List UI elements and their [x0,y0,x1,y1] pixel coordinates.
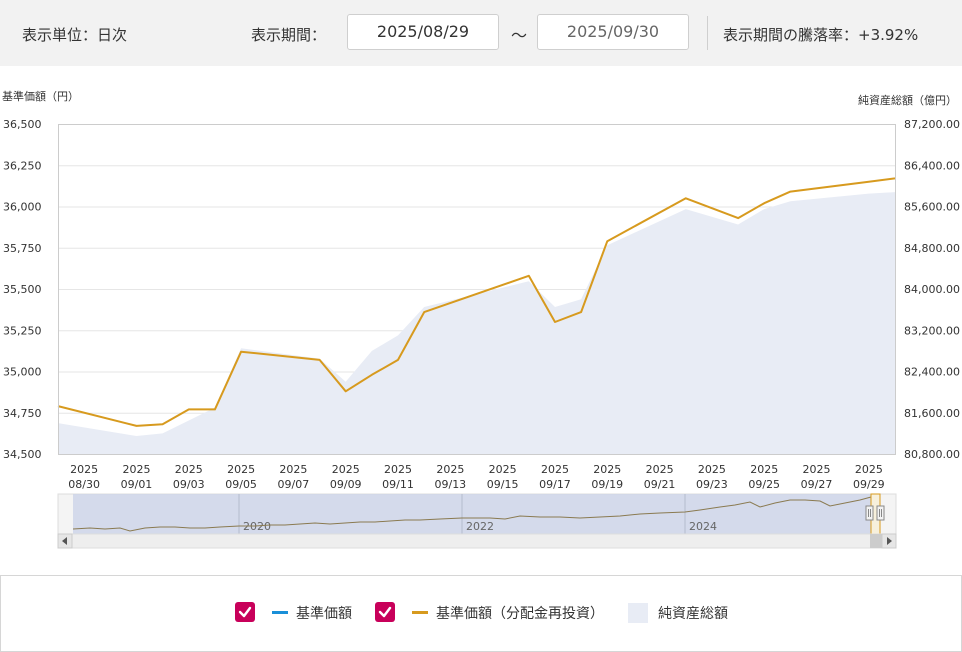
x-tick-date: 09/01 [121,478,153,491]
x-tick-year: 2025 [593,463,621,476]
scrollbar-thumb[interactable] [870,534,882,548]
y-right-tick-label: 83,200.00 [904,324,960,337]
y-right-tick-label: 87,200.00 [904,118,960,131]
x-tick-date: 09/03 [173,478,205,491]
range-navigator[interactable]: 2020 2022 2024 [57,493,897,535]
navigator-history-line [72,495,879,532]
reinvested-price-series [57,177,896,427]
x-tick-date: 09/17 [539,478,571,491]
display-unit-label: 表示単位：日次 [22,26,128,44]
navigator-year-label: 2020 [243,520,271,533]
period-separator: ～ [511,26,528,45]
navigator-left-handle[interactable] [865,505,874,521]
y-left-tick-label: 35,750 [3,242,42,255]
display-period-label: 表示期間： [251,26,327,44]
net-assets-swatch[interactable] [628,603,648,623]
y-axis-right-ticks: 87,200.00 86,400.00 85,600.00 84,800.00 84,0… [904,118,960,461]
y-right-tick-label: 85,600.00 [904,201,960,214]
x-tick-date: 09/11 [382,478,414,491]
x-tick-year: 2025 [436,463,464,476]
y-axis-left-ticks: 36,500 36,250 36,000 35,750 35,500 35,250 35,0… [3,118,42,461]
net-assets-series [58,192,895,454]
y-right-tick-label: 80,800.00 [904,448,960,461]
x-tick-year: 2025 [646,463,674,476]
x-tick-year: 2025 [227,463,255,476]
price-chart: 基準価額（円） 純資産総額（億円） 36,500 36,250 36,000 35,7… [2,89,960,549]
legend-label-reinvested: 基準価額（分配金再投資） [436,606,604,622]
x-tick-year: 2025 [384,463,412,476]
checkmark-icon [238,606,252,618]
x-tick-date: 09/23 [696,478,728,491]
y-right-tick-label: 84,800.00 [904,242,960,255]
y-left-tick-label: 35,000 [3,366,42,379]
y-right-tick-label: 81,600.00 [904,407,960,420]
y-left-tick-label: 34,500 [3,448,42,461]
y-left-tick-label: 34,750 [3,407,42,420]
x-tick-date: 09/19 [591,478,623,491]
scrollbar-track[interactable] [57,533,897,549]
x-tick-date: 09/09 [330,478,362,491]
x-axis-ticks: 2025 08/30 2025 09/01 2025 09/03 2025 09/05 2025… [68,463,884,491]
plot-frame [58,124,896,455]
x-tick-year: 2025 [279,463,307,476]
reinvested-series-checkbox[interactable] [375,602,395,622]
y-left-tick-label: 35,500 [3,283,42,296]
x-tick-year: 2025 [122,463,150,476]
start-date-input[interactable]: 2025/08/29 [347,14,499,50]
chart-legend: 基準価額 基準価額（分配金再投資） 純資産総額 [0,575,962,652]
x-tick-year: 2025 [750,463,778,476]
y-right-tick-label: 82,400.00 [904,366,960,379]
price-series-checkbox[interactable] [235,602,255,622]
y-left-tick-label: 36,500 [3,118,42,131]
period-change-rate: 表示期間の騰落率：+3.92% [723,26,919,44]
x-tick-date: 09/05 [225,478,257,491]
end-date-input[interactable]: 2025/09/30 [537,14,689,50]
x-tick-date: 09/15 [487,478,519,491]
y-axis-right-title: 純資産総額（億円） [858,93,957,107]
x-tick-date: 08/30 [68,478,100,491]
navigator-year-label: 2022 [466,520,494,533]
x-tick-date: 09/21 [644,478,676,491]
y-right-tick-label: 84,000.00 [904,283,960,296]
y-left-tick-label: 36,250 [3,159,42,172]
x-tick-date: 09/25 [748,478,780,491]
navigator-selected-range[interactable] [73,494,871,534]
legend-label-price: 基準価額 [296,606,352,622]
x-tick-year: 2025 [855,463,883,476]
x-tick-year: 2025 [70,463,98,476]
x-tick-year: 2025 [332,463,360,476]
x-tick-date: 09/29 [853,478,885,491]
x-tick-year: 2025 [698,463,726,476]
reinvested-series-swatch [412,611,428,614]
arrow-left-icon [62,537,67,545]
x-tick-date: 09/27 [801,478,833,491]
y-right-tick-label: 86,400.00 [904,159,960,172]
navigator-scrollbar[interactable] [57,533,897,549]
y-left-tick-label: 35,250 [3,324,42,337]
divider [707,16,708,50]
price-series-swatch [272,611,288,614]
legend-label-net-assets: 純資産総額 [658,606,728,622]
y-left-tick-label: 36,000 [3,201,42,214]
y-axis-left-title: 基準価額（円） [2,89,79,103]
x-tick-year: 2025 [489,463,517,476]
x-tick-year: 2025 [803,463,831,476]
x-tick-date: 09/13 [434,478,466,491]
navigator-right-handle[interactable] [876,505,885,521]
x-tick-year: 2025 [541,463,569,476]
price-lines [57,177,896,427]
net-assets-area [58,192,895,454]
x-tick-year: 2025 [175,463,203,476]
x-tick-date: 09/07 [278,478,310,491]
checkmark-icon [378,606,392,618]
display-settings-bar: 表示単位：日次 表示期間： 2025/08/29 ～ 2025/09/30 表示… [0,0,962,66]
arrow-right-icon [887,537,892,545]
navigator-year-label: 2024 [689,520,717,533]
